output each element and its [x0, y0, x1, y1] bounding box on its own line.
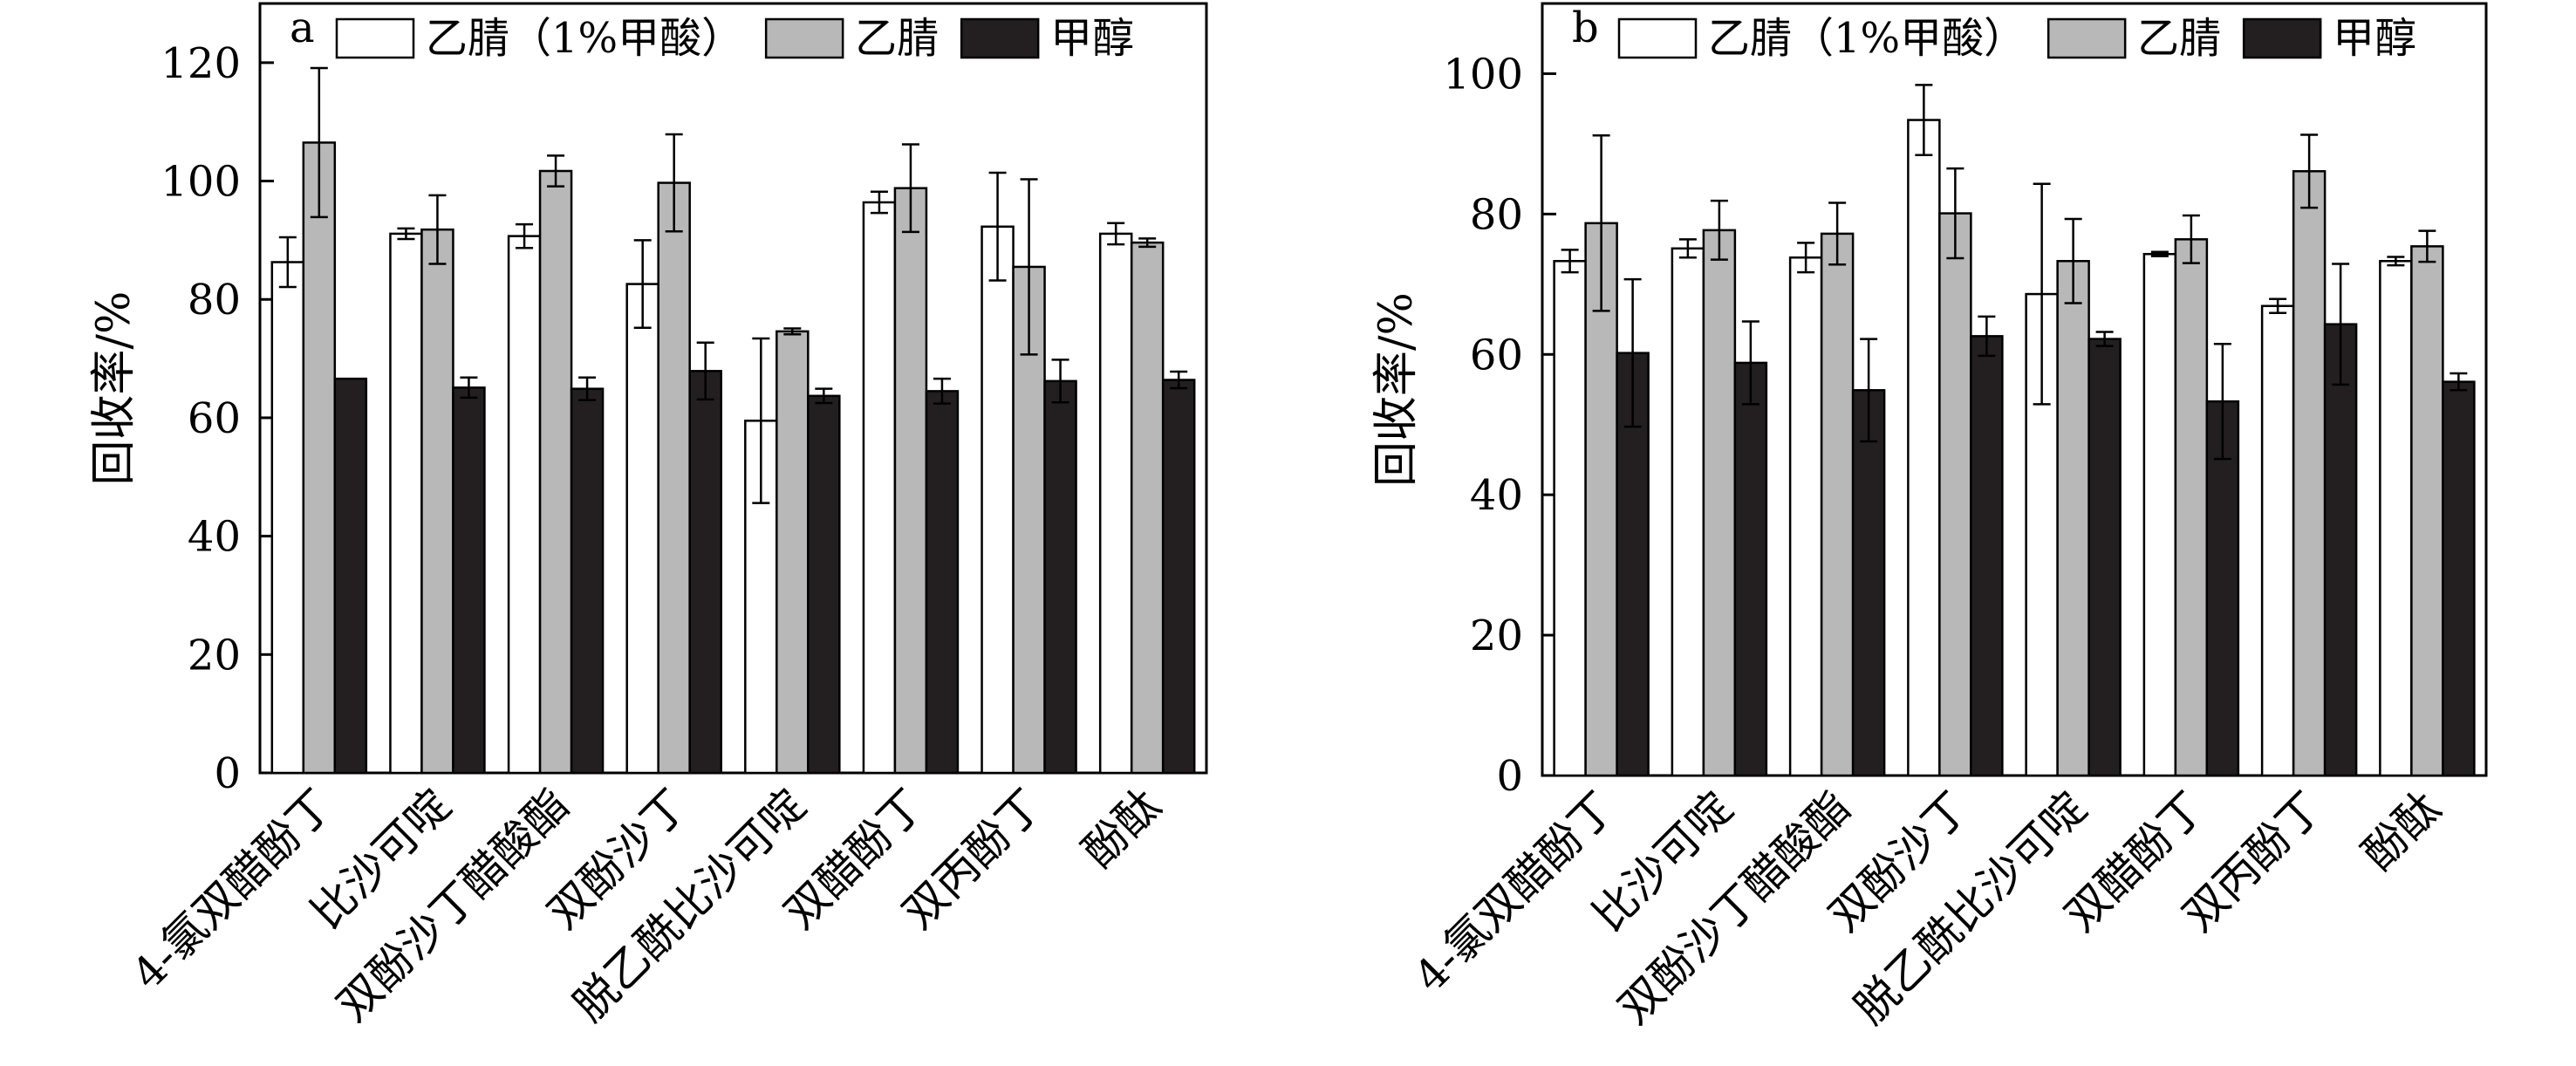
bar — [2056, 260, 2090, 777]
y-tick-label: 0 — [1496, 752, 1523, 801]
y-tick-label: 40 — [1470, 471, 1523, 520]
bar — [807, 394, 841, 775]
bar — [688, 370, 722, 775]
bar — [2142, 252, 2177, 777]
bar — [1161, 379, 1196, 775]
bar — [1851, 389, 1886, 777]
bar — [981, 225, 1015, 775]
bar — [1584, 222, 1618, 777]
legend-label: 甲醇 — [2333, 14, 2416, 63]
bar — [2205, 400, 2240, 777]
bar — [538, 169, 573, 775]
legend-label: 乙腈（1%甲酸） — [1708, 14, 2026, 63]
bar — [452, 386, 486, 775]
plot-frame — [258, 2, 1208, 775]
bar — [625, 283, 659, 775]
chart-panel-a: 020406080100120回收率/%a4-氯双醋酚丁比沙可啶双酚沙丁醋酸酯双… — [88, 2, 1208, 1031]
y-tick-label: 80 — [1470, 190, 1523, 239]
bar — [776, 330, 810, 775]
bar — [1788, 256, 1823, 777]
bar — [333, 377, 368, 775]
bar — [1820, 232, 1855, 777]
legend-label: 甲醇 — [1050, 14, 1134, 63]
bar — [2410, 245, 2444, 777]
bar — [1907, 119, 1941, 777]
y-tick-label: 60 — [188, 394, 241, 443]
legend-label: 乙腈（1%甲酸） — [426, 14, 743, 63]
bar — [2174, 238, 2209, 777]
bar — [2292, 170, 2327, 777]
bar — [657, 181, 691, 775]
bar — [1043, 379, 1077, 775]
bar — [862, 201, 897, 775]
y-tick-label: 20 — [188, 631, 241, 680]
y-axis-label: 回收率/% — [88, 291, 140, 486]
bar — [893, 187, 928, 775]
y-tick-label: 100 — [1443, 50, 1523, 99]
x-tick-label: 4-氯双醋酚丁 — [1404, 782, 1624, 1001]
bar — [389, 232, 423, 775]
bar — [1130, 241, 1165, 775]
y-tick-label: 80 — [188, 276, 241, 325]
bar — [1733, 361, 1768, 777]
y-tick-label: 0 — [214, 749, 241, 798]
panel-label: b — [1572, 3, 1599, 52]
bar — [1970, 335, 2004, 777]
bar — [1938, 212, 1972, 777]
x-tick-label: 酚酞 — [2353, 782, 2450, 879]
bar — [1671, 247, 1705, 777]
legend-swatch — [2242, 17, 2322, 59]
legend-swatch — [335, 17, 415, 59]
bar — [1098, 232, 1133, 775]
bar — [2323, 323, 2358, 777]
x-tick-label: 酚酞 — [1073, 779, 1171, 877]
bar — [2379, 260, 2413, 777]
y-tick-label: 60 — [1470, 331, 1523, 379]
bar — [270, 261, 305, 775]
panel-label: a — [290, 3, 315, 52]
y-axis-label: 回收率/% — [1370, 292, 1423, 487]
bar — [570, 387, 605, 775]
bar — [420, 228, 454, 775]
legend-swatch — [2046, 17, 2127, 59]
y-tick-label: 100 — [161, 158, 241, 207]
x-tick-label: 4-氯双醋酚丁 — [122, 779, 342, 999]
bar — [925, 390, 960, 775]
chart-panel-b: 020406080100回收率/%b4-氯双醋酚丁比沙可啶双酚沙丁醋酸酯双酚沙丁… — [1370, 2, 2488, 1034]
bar — [302, 141, 337, 775]
bar — [2087, 338, 2122, 777]
bar — [1702, 229, 1737, 777]
legend: 乙腈（1%甲酸） 乙腈 甲醇 — [335, 14, 1134, 63]
legend-swatch — [764, 17, 844, 59]
plot-frame — [1541, 2, 2488, 777]
y-tick-label: 120 — [161, 39, 241, 88]
legend-swatch — [1617, 17, 1698, 59]
y-tick-label: 40 — [188, 513, 241, 562]
bar — [2442, 380, 2476, 777]
legend-label: 乙腈 — [2137, 14, 2221, 63]
bar — [2260, 304, 2295, 777]
legend-label: 乙腈 — [855, 14, 939, 63]
legend: 乙腈（1%甲酸） 乙腈 甲醇 — [1617, 14, 2416, 63]
legend-swatch — [960, 17, 1040, 59]
y-tick-label: 20 — [1470, 612, 1523, 660]
bar — [1553, 260, 1587, 777]
bar — [507, 235, 542, 775]
